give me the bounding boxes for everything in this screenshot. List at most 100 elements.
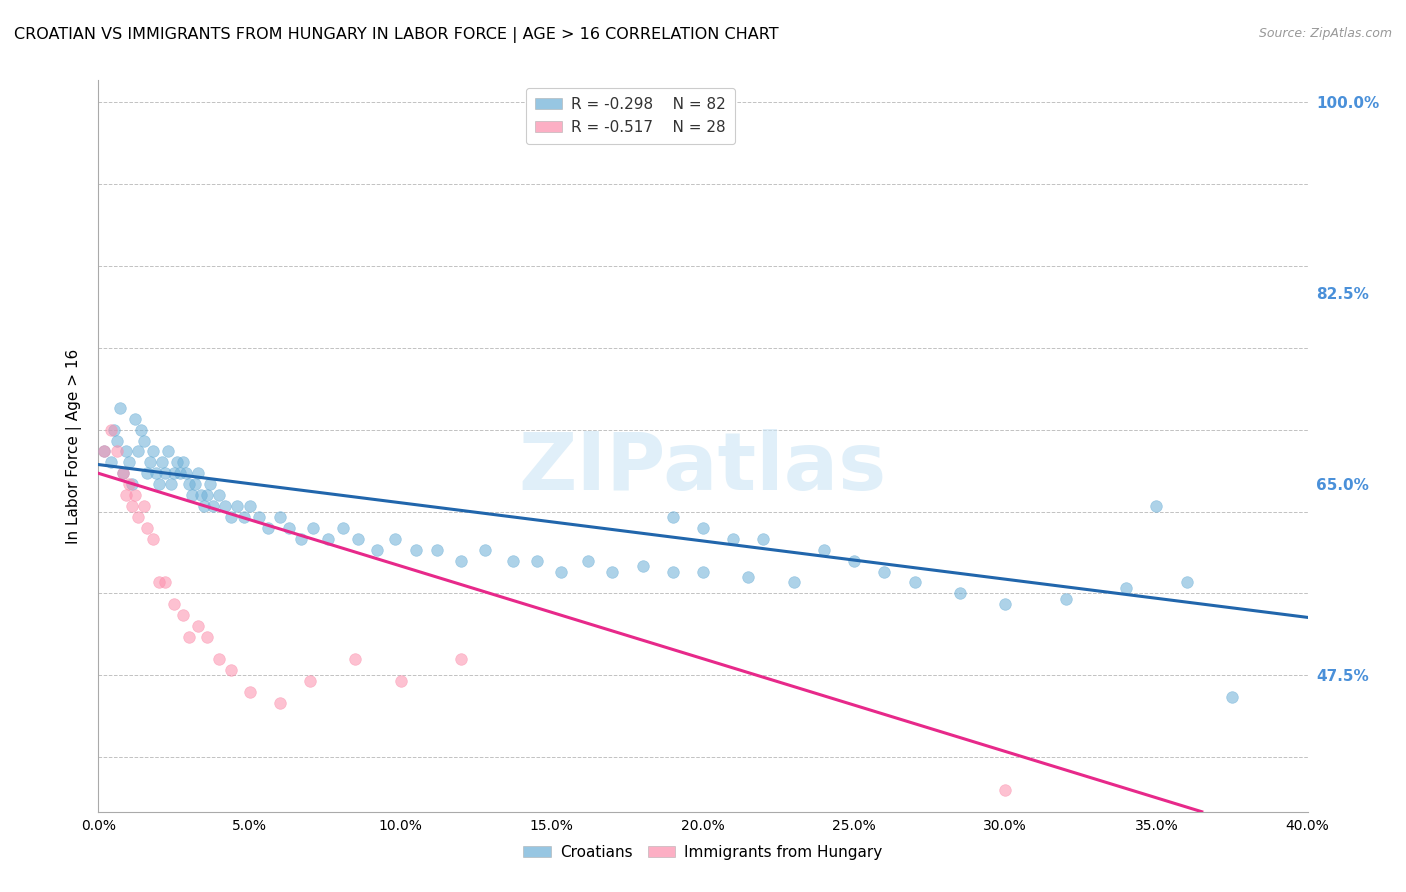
Point xyxy=(105,444,128,458)
Point xyxy=(118,477,141,491)
Point xyxy=(723,532,745,546)
Point xyxy=(111,467,134,481)
Point xyxy=(247,510,270,524)
Point xyxy=(100,455,122,469)
Point xyxy=(994,597,1017,611)
Point xyxy=(105,434,128,448)
Point xyxy=(232,510,254,524)
Point xyxy=(108,401,131,415)
Point xyxy=(389,673,412,688)
Point xyxy=(111,467,134,481)
Point xyxy=(148,575,170,590)
Point xyxy=(172,455,194,469)
Point xyxy=(166,455,188,469)
Point xyxy=(163,597,186,611)
Point xyxy=(269,510,291,524)
Point xyxy=(93,444,115,458)
Point xyxy=(221,663,243,677)
Point xyxy=(737,570,759,584)
Point xyxy=(344,652,367,666)
Text: ZIPatlas: ZIPatlas xyxy=(519,429,887,507)
Point xyxy=(450,554,472,568)
Point xyxy=(121,499,143,513)
Point xyxy=(148,477,170,491)
Point xyxy=(239,499,262,513)
Point xyxy=(214,499,236,513)
Point xyxy=(145,467,167,481)
Point xyxy=(332,521,354,535)
Point xyxy=(1175,575,1198,590)
Point xyxy=(100,423,122,437)
Point xyxy=(184,477,207,491)
Point xyxy=(156,444,179,458)
Point xyxy=(114,488,136,502)
Point xyxy=(181,488,204,502)
Point xyxy=(187,467,209,481)
Point xyxy=(405,542,427,557)
Point xyxy=(187,619,209,633)
Point xyxy=(347,532,370,546)
Point xyxy=(366,542,388,557)
Y-axis label: In Labor Force | Age > 16: In Labor Force | Age > 16 xyxy=(66,349,83,543)
Point xyxy=(692,521,714,535)
Point xyxy=(169,467,191,481)
Point xyxy=(904,575,927,590)
Point xyxy=(316,532,339,546)
Point xyxy=(124,488,146,502)
Point xyxy=(142,444,165,458)
Point xyxy=(135,467,157,481)
Point xyxy=(93,444,115,458)
Point xyxy=(114,444,136,458)
Point xyxy=(550,565,572,579)
Point xyxy=(450,652,472,666)
Point xyxy=(949,586,972,600)
Text: Source: ZipAtlas.com: Source: ZipAtlas.com xyxy=(1258,27,1392,40)
Point xyxy=(384,532,406,546)
Text: CROATIAN VS IMMIGRANTS FROM HUNGARY IN LABOR FORCE | AGE > 16 CORRELATION CHART: CROATIAN VS IMMIGRANTS FROM HUNGARY IN L… xyxy=(14,27,779,43)
Point xyxy=(299,673,322,688)
Legend: Croatians, Immigrants from Hungary: Croatians, Immigrants from Hungary xyxy=(517,839,889,866)
Point xyxy=(631,559,654,574)
Point xyxy=(139,455,162,469)
Point xyxy=(127,510,149,524)
Point xyxy=(174,467,197,481)
Point xyxy=(302,521,325,535)
Point xyxy=(195,630,218,644)
Point xyxy=(132,434,155,448)
Point xyxy=(692,565,714,579)
Point xyxy=(502,554,524,568)
Point xyxy=(103,423,125,437)
Point xyxy=(576,554,599,568)
Point xyxy=(873,565,896,579)
Point xyxy=(783,575,806,590)
Point xyxy=(269,696,291,710)
Point xyxy=(813,542,835,557)
Point xyxy=(752,532,775,546)
Point xyxy=(160,477,183,491)
Point xyxy=(208,652,231,666)
Point xyxy=(118,455,141,469)
Point xyxy=(526,554,548,568)
Point xyxy=(1054,591,1077,606)
Point xyxy=(994,783,1017,797)
Point xyxy=(135,521,157,535)
Point xyxy=(150,455,173,469)
Point xyxy=(256,521,278,535)
Point xyxy=(127,444,149,458)
Point xyxy=(129,423,152,437)
Point xyxy=(124,411,146,425)
Point xyxy=(193,499,215,513)
Point xyxy=(132,499,155,513)
Point xyxy=(200,477,222,491)
Point xyxy=(662,565,685,579)
Point xyxy=(474,542,496,557)
Point xyxy=(163,467,186,481)
Point xyxy=(142,532,165,546)
Point xyxy=(1115,581,1137,595)
Point xyxy=(179,477,201,491)
Point xyxy=(426,542,449,557)
Point xyxy=(226,499,249,513)
Point xyxy=(1144,499,1167,513)
Point xyxy=(179,630,201,644)
Point xyxy=(172,608,194,623)
